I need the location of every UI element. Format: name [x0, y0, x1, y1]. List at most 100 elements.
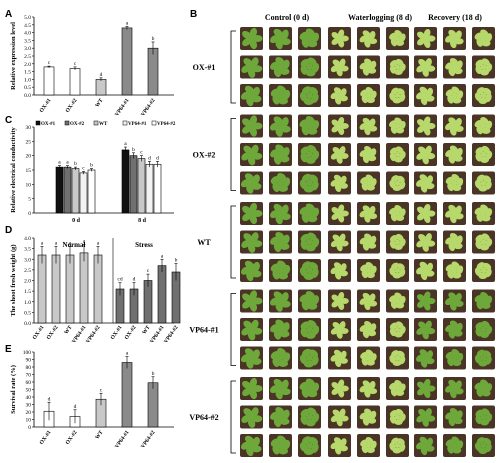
y-tick-label: 0 [28, 425, 31, 431]
plant-center [451, 442, 458, 449]
leaf [360, 89, 368, 97]
plant-center [365, 239, 372, 245]
leaf [252, 240, 263, 248]
significance-letter: d [48, 396, 51, 402]
plant-pot [357, 84, 380, 107]
x-tick-label: OX-#2 [65, 98, 79, 114]
plant-center [365, 414, 372, 420]
plant-pot [472, 289, 495, 313]
bar [37, 254, 47, 324]
leaf [337, 117, 345, 126]
leaf [418, 321, 427, 329]
leaf [370, 90, 377, 100]
leaf [330, 354, 339, 362]
leaf [418, 234, 427, 242]
plant-center [336, 326, 343, 333]
plant-pot [269, 143, 292, 166]
leaf [423, 301, 431, 311]
plant-center [394, 355, 401, 361]
plant-pot [472, 377, 495, 400]
y-tick-label: 3.0 [24, 257, 31, 263]
plant-center [480, 385, 487, 392]
leaf [447, 269, 454, 279]
leaf [249, 214, 258, 225]
leaf [475, 240, 483, 250]
y-tick-label: 80 [26, 365, 32, 371]
plant-center [422, 385, 429, 392]
x-tick-label: VP64-#2 [163, 325, 180, 345]
plant-center [394, 180, 401, 186]
leaf [485, 150, 493, 160]
plant-center [480, 180, 487, 186]
leaf [422, 68, 429, 77]
plant-center [336, 210, 343, 217]
leaf [445, 385, 454, 393]
plant-pot [298, 289, 321, 313]
plant-pot [269, 55, 292, 79]
plant-pot [357, 143, 380, 166]
bar [145, 163, 154, 214]
plant-center [365, 267, 372, 274]
leaf [337, 292, 345, 301]
leaf [455, 205, 462, 215]
leaf [365, 87, 374, 94]
leaf [475, 152, 483, 162]
plant-center [248, 123, 255, 129]
plant-center [306, 210, 313, 217]
leaf [369, 118, 376, 127]
leaf [416, 92, 425, 100]
plant-center [394, 64, 401, 70]
leaf [244, 260, 254, 269]
plant-center [365, 92, 372, 99]
plant-center [394, 210, 401, 217]
row-bracket [230, 205, 236, 279]
plant-pot [414, 289, 437, 313]
leaf [426, 262, 434, 272]
leaf [277, 260, 287, 269]
x-tick-label: WT [94, 97, 104, 108]
leaf [456, 90, 464, 100]
plant-center [248, 239, 255, 245]
leaf [447, 357, 454, 367]
plant-center [480, 267, 487, 274]
leaf [301, 173, 312, 182]
plant-pot [472, 27, 495, 50]
leaf [275, 126, 283, 137]
leaf [334, 96, 342, 105]
plant-center [306, 123, 313, 129]
leaf [270, 438, 280, 447]
leaf [485, 443, 492, 453]
panel-letter: B [190, 9, 197, 20]
plant-center [480, 123, 487, 129]
y-axis-label: Relative expression level [10, 22, 17, 90]
plant-pot [240, 434, 263, 457]
leaf [333, 437, 342, 445]
y-tick-label: 20 [26, 154, 32, 160]
panel-letter: D [5, 225, 12, 236]
leaf [301, 348, 312, 357]
leaf [330, 65, 339, 73]
leaf [370, 410, 377, 420]
leaf [336, 330, 343, 339]
x-tick-label: VP64-#2 [140, 98, 157, 118]
plant-pot [386, 230, 409, 254]
leaf [364, 389, 371, 398]
leaf [330, 152, 339, 160]
leaf [445, 176, 454, 185]
significance-letter: a [124, 141, 127, 147]
bar [71, 168, 80, 214]
leaf [243, 145, 253, 154]
plant-pot [386, 202, 409, 225]
plant-center [451, 326, 458, 333]
leaf [311, 62, 320, 73]
leaf [475, 65, 483, 75]
plant-center [248, 64, 255, 70]
leaf [300, 240, 308, 250]
leaf [275, 144, 285, 153]
plant-center [394, 92, 401, 99]
plant-pot [328, 171, 351, 195]
leaf [451, 261, 460, 269]
leaf [362, 292, 371, 300]
plant-pot [328, 84, 351, 107]
plant-pot [386, 27, 409, 50]
